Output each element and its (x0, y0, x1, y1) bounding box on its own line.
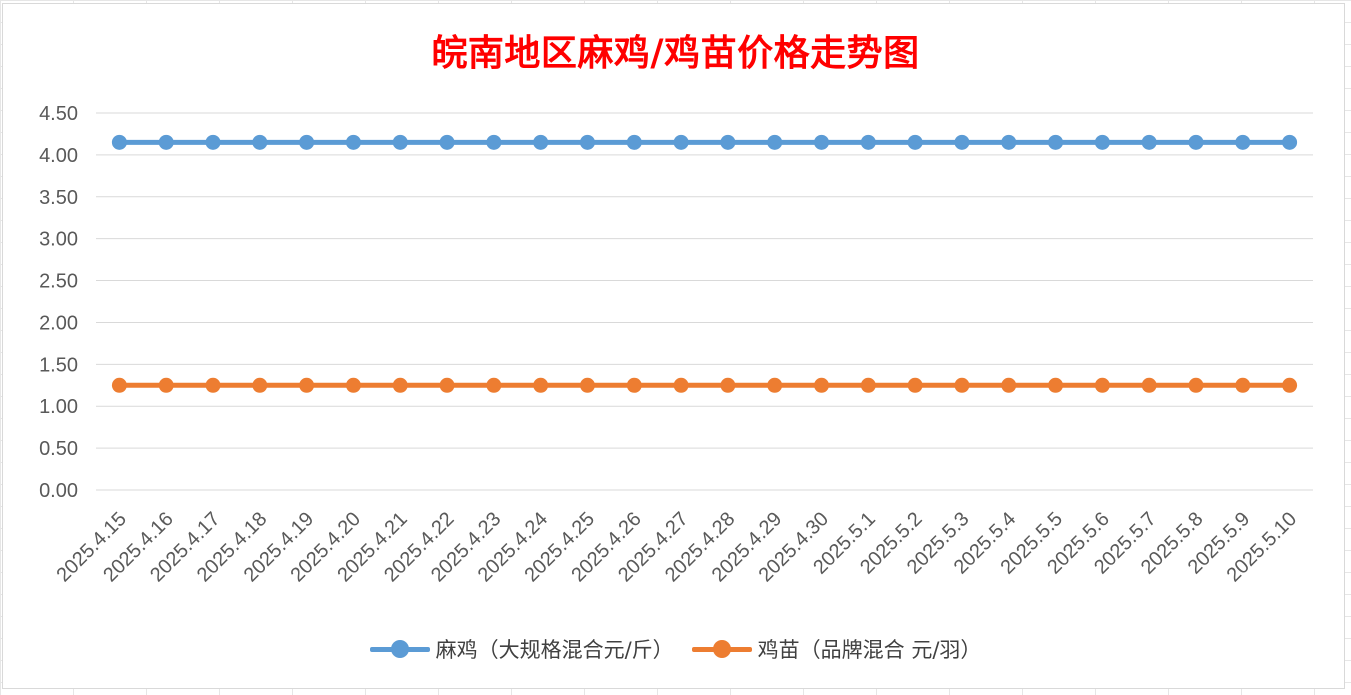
data-point-s2-23 (1188, 377, 1204, 393)
data-point-s1-4 (299, 134, 315, 150)
data-point-s2-22 (1141, 377, 1157, 393)
data-point-s2-17 (907, 377, 923, 393)
data-point-s2-19 (1001, 377, 1017, 393)
data-point-s1-11 (626, 134, 642, 150)
data-point-s1-5 (345, 134, 361, 150)
legend-swatch-series-2 (691, 634, 752, 664)
data-point-s1-1 (158, 134, 174, 150)
legend-item-chick: 鸡苗（品牌混合 元/羽） (691, 634, 982, 664)
data-point-s1-3 (252, 134, 268, 150)
legend-label-series-1: 麻鸡（大规格混合元/斤） (435, 638, 674, 662)
data-point-s1-17 (907, 134, 923, 150)
data-point-s1-6 (392, 134, 408, 150)
data-point-s2-8 (486, 377, 502, 393)
data-point-s1-20 (1048, 134, 1064, 150)
y-tick-label-0: 0.00 (39, 480, 78, 502)
data-point-s2-4 (299, 377, 315, 393)
data-point-s2-15 (814, 377, 830, 393)
data-point-s1-22 (1141, 134, 1157, 150)
data-point-s1-0 (111, 134, 127, 150)
data-point-s2-9 (533, 377, 549, 393)
legend-swatch-series-1 (369, 634, 430, 664)
y-tick-label-1: 0.50 (39, 438, 78, 460)
data-point-s2-5 (345, 377, 361, 393)
data-point-s2-11 (626, 377, 642, 393)
data-point-s1-16 (860, 134, 876, 150)
y-tick-label-7: 3.50 (39, 187, 78, 209)
data-point-s2-2 (205, 377, 221, 393)
y-tick-label-4: 2.00 (39, 312, 78, 334)
data-point-s2-25 (1282, 377, 1298, 393)
data-point-s2-6 (392, 377, 408, 393)
data-point-s1-15 (814, 134, 830, 150)
data-point-s1-19 (1001, 134, 1017, 150)
data-point-s1-12 (673, 134, 689, 150)
data-point-s2-3 (252, 377, 268, 393)
data-point-s1-14 (767, 134, 783, 150)
data-point-s2-0 (111, 377, 127, 393)
chart-area[interactable] (2, 3, 1345, 689)
data-point-s2-7 (439, 377, 455, 393)
data-point-s1-7 (439, 134, 455, 150)
data-point-s1-2 (205, 134, 221, 150)
data-point-s1-10 (579, 134, 595, 150)
data-point-s2-16 (860, 377, 876, 393)
legend: 麻鸡（大规格混合元/斤） 鸡苗（品牌混合 元/羽） (0, 634, 1351, 664)
legend-item-majī: 麻鸡（大规格混合元/斤） (369, 634, 674, 664)
y-tick-label-9: 4.50 (39, 103, 78, 125)
data-point-s2-24 (1235, 377, 1251, 393)
data-point-s1-9 (533, 134, 549, 150)
data-point-s2-18 (954, 377, 970, 393)
y-tick-label-3: 1.50 (39, 354, 78, 376)
data-point-s1-24 (1235, 134, 1251, 150)
data-point-s2-14 (767, 377, 783, 393)
data-point-s1-25 (1282, 134, 1298, 150)
data-point-s1-21 (1094, 134, 1110, 150)
y-tick-label-5: 2.50 (39, 271, 78, 293)
data-point-s1-8 (486, 134, 502, 150)
y-tick-label-6: 3.00 (39, 229, 78, 251)
y-tick-label-8: 4.00 (39, 145, 78, 167)
data-point-s1-13 (720, 134, 736, 150)
data-point-s1-23 (1188, 134, 1204, 150)
data-point-s1-18 (954, 134, 970, 150)
data-point-s2-10 (579, 377, 595, 393)
data-point-s2-21 (1094, 377, 1110, 393)
data-point-s2-20 (1048, 377, 1064, 393)
y-tick-label-2: 1.00 (39, 396, 78, 418)
chart-title: 皖南地区麻鸡/鸡苗价格走势图 (431, 32, 920, 74)
data-point-s2-1 (158, 377, 174, 393)
data-point-s2-12 (673, 377, 689, 393)
data-point-s2-13 (720, 377, 736, 393)
legend-label-series-2: 鸡苗（品牌混合 元/羽） (757, 638, 982, 662)
